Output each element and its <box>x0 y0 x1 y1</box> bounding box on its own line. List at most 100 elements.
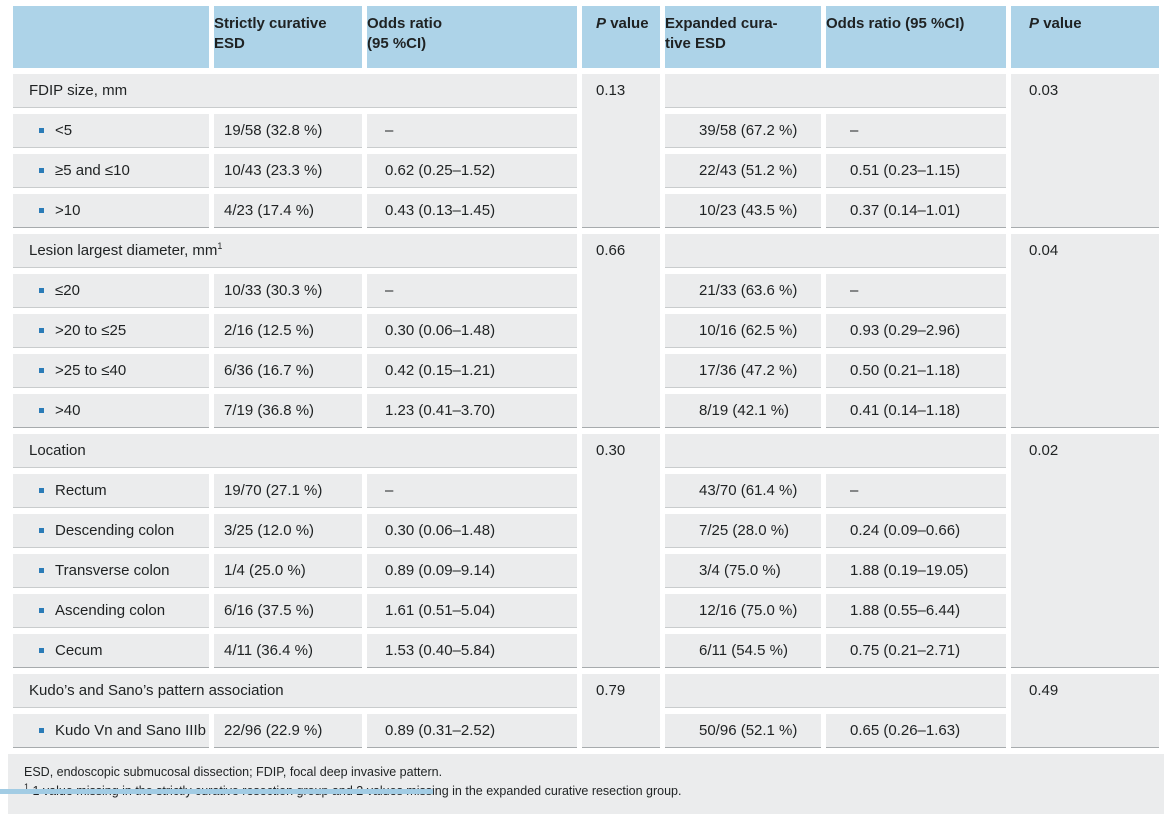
cell-expanded: 39/58 (67.2 %) <box>665 114 821 148</box>
cell-odds-strict: 0.62 (0.25–1.52) <box>367 154 577 188</box>
table-row: Transverse colon 1/4 (25.0 %) 0.89 (0.09… <box>13 554 1159 588</box>
table-row: Cecum 4/11 (36.4 %) 1.53 (0.40–5.84) 6/1… <box>13 634 1159 668</box>
p-value-strict: 0.13 <box>582 74 660 228</box>
column-header-odds-ratio-strict: Odds ratio (95 %CI) <box>367 6 577 68</box>
cell-expanded: 50/96 (52.1 %) <box>665 714 821 748</box>
bullet-icon <box>39 128 44 133</box>
cell-odds-expanded: 0.50 (0.21–1.18) <box>826 354 1006 388</box>
cell-odds-strict: 0.30 (0.06–1.48) <box>367 514 577 548</box>
column-header-p-value-expanded: P value <box>1011 6 1159 68</box>
cell-expanded: 8/19 (42.1 %) <box>665 394 821 428</box>
cell-odds-strict: 1.61 (0.51–5.04) <box>367 594 577 628</box>
table-row: Ascending colon 6/16 (37.5 %) 1.61 (0.51… <box>13 594 1159 628</box>
header-line: Expanded cura- <box>665 15 778 32</box>
cell-odds-strict: 0.89 (0.31–2.52) <box>367 714 577 748</box>
cell-expanded: 6/11 (54.5 %) <box>665 634 821 668</box>
p-italic: P <box>596 15 607 32</box>
table-row: Descending colon 3/25 (12.0 %) 0.30 (0.0… <box>13 514 1159 548</box>
footnote-marker: 1 <box>24 782 30 793</box>
p-value-expanded: 0.02 <box>1011 434 1159 668</box>
cell-odds-expanded: 0.41 (0.14–1.18) <box>826 394 1006 428</box>
cell-strict: 10/33 (30.3 %) <box>214 274 362 308</box>
cell-strict: 6/36 (16.7 %) <box>214 354 362 388</box>
bullet-icon <box>39 328 44 333</box>
p-value-expanded: 0.03 <box>1011 74 1159 228</box>
bullet-icon <box>39 408 44 413</box>
cell-odds-strict: – <box>367 474 577 508</box>
bullet-icon <box>39 528 44 533</box>
cell-strict: 10/43 (23.3 %) <box>214 154 362 188</box>
column-header-odds-ratio-expanded: Odds ratio (95 %CI) <box>826 6 1006 68</box>
table-row: ≤20 10/33 (30.3 %) – 21/33 (63.6 %) – <box>13 274 1159 308</box>
cell-expanded: 17/36 (47.2 %) <box>665 354 821 388</box>
table-row: Rectum 19/70 (27.1 %) – 43/70 (61.4 %) – <box>13 474 1159 508</box>
row-label: >10 <box>55 202 81 219</box>
cell-odds-strict: 0.42 (0.15–1.21) <box>367 354 577 388</box>
section-empty-cell <box>665 74 1006 108</box>
p-value-expanded: 0.49 <box>1011 674 1159 748</box>
header-line: Strictly curative <box>214 15 327 32</box>
cell-expanded: 43/70 (61.4 %) <box>665 474 821 508</box>
header-line: tive ESD <box>665 35 726 52</box>
cell-odds-expanded: – <box>826 114 1006 148</box>
header-line: Odds ratio <box>367 15 443 32</box>
section-row-lesion-diameter: Lesion largest diameter, mm1 0.66 0.04 <box>13 234 1159 428</box>
p-value-expanded: 0.04 <box>1011 234 1159 428</box>
cell-odds-expanded: 0.75 (0.21–2.71) <box>826 634 1006 668</box>
row-label: >40 <box>55 402 81 419</box>
cell-odds-expanded: 0.24 (0.09–0.66) <box>826 514 1006 548</box>
cell-expanded: 3/4 (75.0 %) <box>665 554 821 588</box>
bullet-icon <box>39 488 44 493</box>
bullet-icon <box>39 608 44 613</box>
cell-odds-strict: 0.89 (0.09–9.14) <box>367 554 577 588</box>
bullet-icon <box>39 208 44 213</box>
bullet-icon <box>39 568 44 573</box>
p-value-strict: 0.30 <box>582 434 660 668</box>
cell-odds-strict: 0.30 (0.06–1.48) <box>367 314 577 348</box>
column-header-expanded-curative-esd: Expanded cura- tive ESD <box>665 6 821 68</box>
cell-strict: 6/16 (37.5 %) <box>214 594 362 628</box>
header-line: ESD <box>214 35 245 52</box>
bullet-icon <box>39 728 44 733</box>
row-label: ≥5 and ≤10 <box>55 162 130 179</box>
cell-expanded: 7/25 (28.0 %) <box>665 514 821 548</box>
table-footnotes: ESD, endoscopic submucosal dissection; F… <box>8 754 1164 814</box>
header-row: Strictly curative ESD Odds ratio (95 %CI… <box>13 6 1159 68</box>
cell-odds-expanded: 0.65 (0.26–1.63) <box>826 714 1006 748</box>
cell-expanded: 22/43 (51.2 %) <box>665 154 821 188</box>
page-bottom-rule <box>0 789 433 794</box>
row-label: ≤20 <box>55 282 80 299</box>
table-row: >40 7/19 (36.8 %) 1.23 (0.41–3.70) 8/19 … <box>13 394 1159 428</box>
row-label: >25 to ≤40 <box>55 362 127 379</box>
bullet-icon <box>39 288 44 293</box>
cell-expanded: 10/16 (62.5 %) <box>665 314 821 348</box>
cell-odds-expanded: – <box>826 274 1006 308</box>
cell-strict: 2/16 (12.5 %) <box>214 314 362 348</box>
cell-strict: 4/11 (36.4 %) <box>214 634 362 668</box>
results-table: Strictly curative ESD Odds ratio (95 %CI… <box>8 0 1164 754</box>
section-label: Location <box>13 434 577 468</box>
bullet-icon <box>39 648 44 653</box>
footnote-marker: 1 <box>217 241 223 251</box>
section-label: Lesion largest diameter, mm1 <box>13 234 577 268</box>
section-label-text: Lesion largest diameter, mm <box>29 242 218 259</box>
cell-odds-strict: – <box>367 114 577 148</box>
p-text: value <box>610 15 649 32</box>
row-label: >20 to ≤25 <box>55 322 127 339</box>
abbreviations-note: ESD, endoscopic submucosal dissection; F… <box>24 765 443 779</box>
cell-expanded: 12/16 (75.0 %) <box>665 594 821 628</box>
bullet-icon <box>39 168 44 173</box>
p-value-strict: 0.79 <box>582 674 660 748</box>
row-label: Kudo Vn and Sano IIIb <box>55 722 206 739</box>
bullet-icon <box>39 368 44 373</box>
p-value-strict: 0.66 <box>582 234 660 428</box>
table-row: <5 19/58 (32.8 %) – 39/58 (67.2 %) – <box>13 114 1159 148</box>
header-line: Odds ratio (95 %CI) <box>826 15 965 32</box>
header-line: (95 %CI) <box>367 35 427 52</box>
p-text: value <box>1043 15 1082 32</box>
table-row: ≥5 and ≤10 10/43 (23.3 %) 0.62 (0.25–1.5… <box>13 154 1159 188</box>
cell-strict: 3/25 (12.0 %) <box>214 514 362 548</box>
cell-strict: 1/4 (25.0 %) <box>214 554 362 588</box>
section-row-fdip-size: FDIP size, mm 0.13 0.03 <box>13 74 1159 228</box>
row-label: Cecum <box>55 642 103 659</box>
